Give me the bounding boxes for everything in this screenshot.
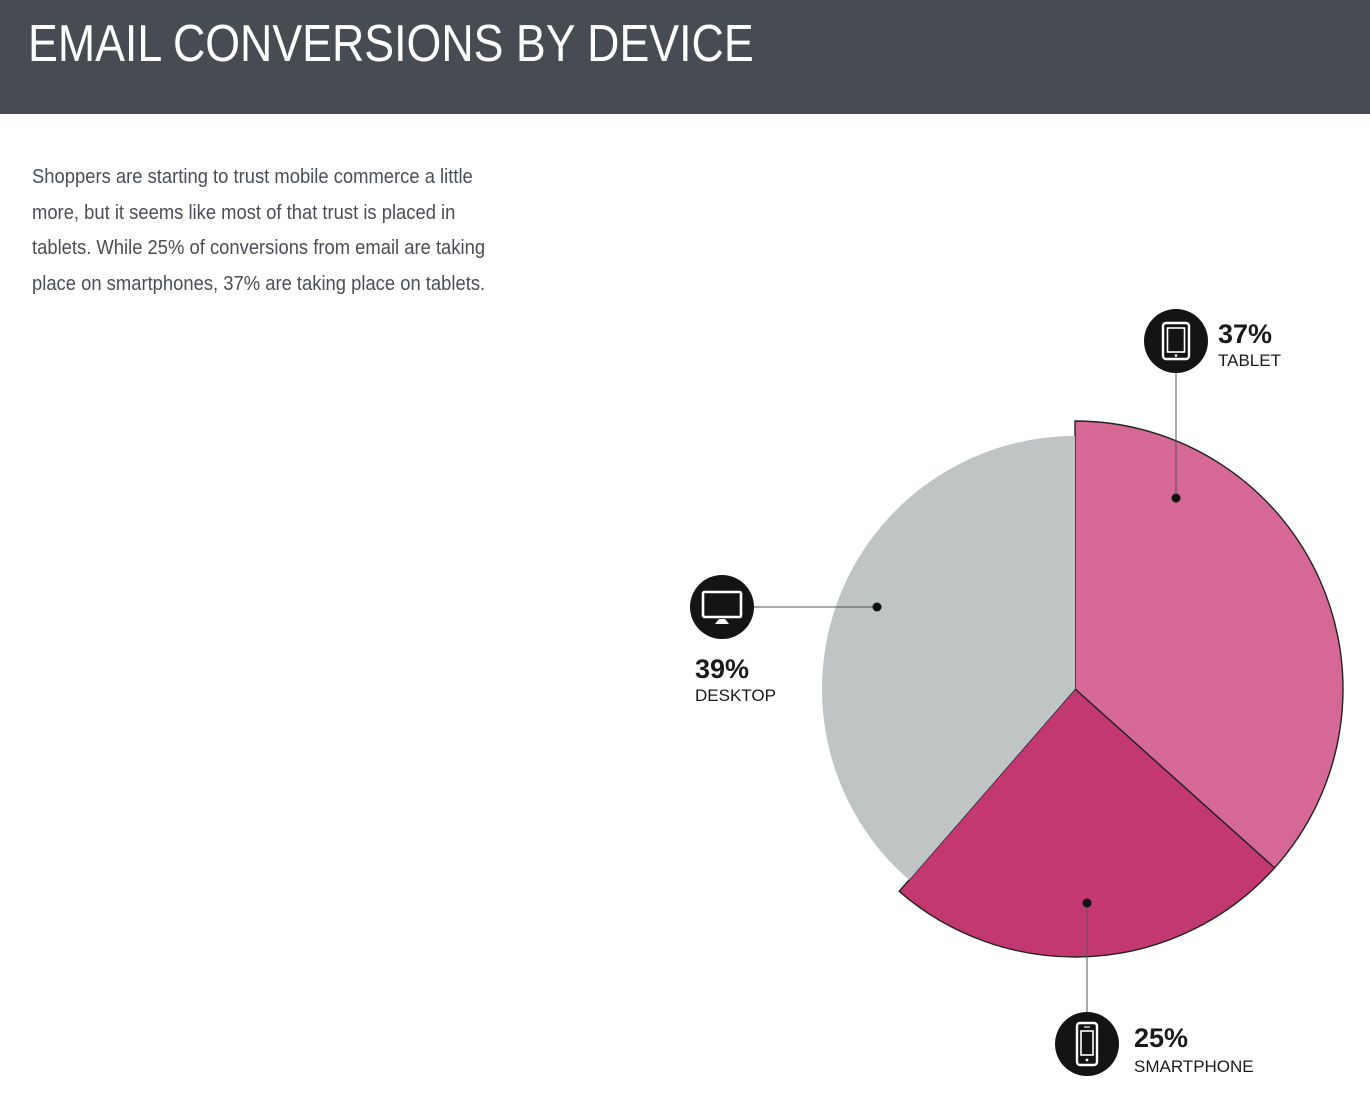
header-bar: EMAIL CONVERSIONS BY DEVICE xyxy=(0,0,1370,114)
leader-dot-smartphone xyxy=(1082,898,1092,908)
pie-slice-desktop xyxy=(822,436,1075,880)
slice-name-smartphone: SMARTPHONE xyxy=(1134,1057,1254,1076)
pie-slice-smartphone xyxy=(898,688,1276,958)
smartphone-icon xyxy=(1055,1012,1119,1076)
pie-slices xyxy=(822,420,1344,958)
page-title: EMAIL CONVERSIONS BY DEVICE xyxy=(28,15,754,73)
desktop-icon xyxy=(690,575,754,639)
leader-dot-desktop xyxy=(872,602,882,612)
device-icons xyxy=(690,309,1208,1076)
pie-slice-tablet xyxy=(1074,420,1344,869)
slice-percent-tablet: 37% xyxy=(1218,319,1272,349)
leader-dot-tablet xyxy=(1171,493,1181,503)
tablet-icon xyxy=(1144,309,1208,373)
slice-percent-desktop: 39% xyxy=(695,654,749,684)
intro-paragraph: Shoppers are starting to trust mobile co… xyxy=(32,166,486,295)
slice-name-tablet: TABLET xyxy=(1218,351,1281,370)
slice-percent-smartphone: 25% xyxy=(1134,1023,1188,1053)
slice-name-desktop: DESKTOP xyxy=(695,686,776,705)
slice-labels: 37% TABLET 25% SMARTPHONE 39% DESKTOP xyxy=(695,319,1281,1076)
